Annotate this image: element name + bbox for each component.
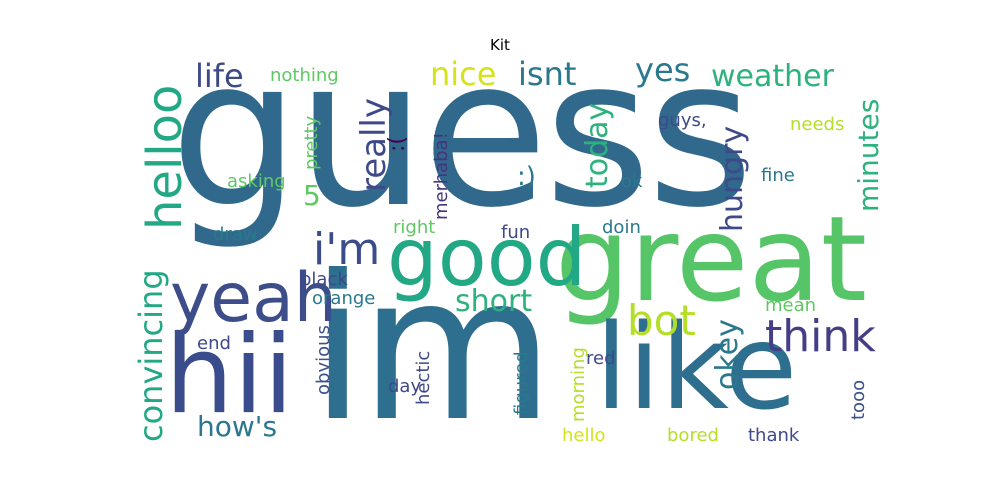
word-end: end [197,333,231,354]
word-bot: bot [627,296,696,345]
word-figured: figured [511,351,532,415]
word-needs: needs [790,114,845,135]
word-red: red [586,348,616,369]
word-right: right [393,217,436,238]
word-okey: okey [710,319,745,390]
word-hows: how's [197,410,278,443]
word-think: think [765,311,876,362]
word-nice: nice [430,60,497,93]
word-im: im [310,233,554,446]
word-great: great [555,190,867,328]
word-asking: asking [227,171,286,192]
word-yes: yes [635,60,691,89]
word-orange: orange [312,288,376,309]
word-good: good [387,211,587,304]
word-nothing: nothing [270,65,339,86]
word-bored: bored [667,425,719,445]
word-life: life [195,60,244,95]
word-today: today [580,102,615,188]
word-minutes: minutes [852,98,885,212]
word-fun: fun [501,222,531,243]
chart-title: Kit [490,36,510,54]
word-hii: hii [165,313,294,438]
word-isnt: isnt [518,60,577,93]
word-frown: :( [385,136,410,152]
word-black: black [300,269,348,290]
word-hello: hello [562,425,606,445]
word-ok: ok [621,171,643,192]
word-short: short [455,284,533,319]
word-weather: weather [711,60,834,94]
word-5: 5 [303,179,321,212]
word-obvious: obvious [313,325,334,395]
word-im2: i'm [313,224,381,275]
word-pretty: pretty [301,115,322,170]
word-doin: doin [602,217,641,238]
word-guess: guess [170,60,754,253]
word-smile: :) [517,162,536,192]
word-cloud: guess im great like hii good yeah helloo… [125,60,900,445]
word-tooo: tooo [848,379,869,420]
word-day: day [388,376,422,397]
word-hungry: hungry [715,125,750,232]
word-draw: draw [213,224,258,245]
word-helloo-v: helloo [137,84,193,230]
word-thank: thank [748,425,800,445]
word-fine: fine [761,165,795,186]
word-merhaba: merhaba! [431,132,452,220]
word-like: like [595,298,798,436]
word-yeah: yeah [170,259,337,338]
word-convincing: convincing [132,269,170,442]
word-guys: guys, [658,110,707,131]
word-mean: mean [765,295,817,316]
